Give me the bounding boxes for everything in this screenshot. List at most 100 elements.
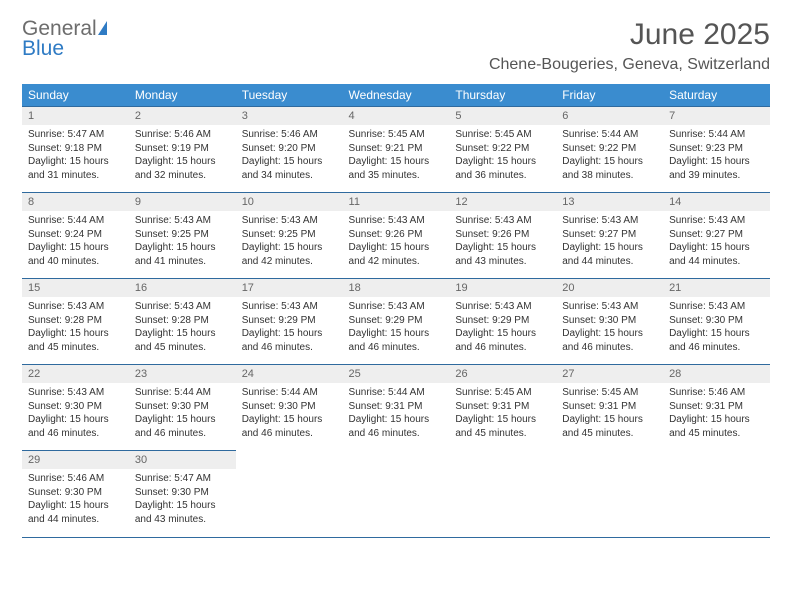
day-details: Sunrise: 5:43 AMSunset: 9:29 PMDaylight:… bbox=[343, 297, 450, 358]
day-details: Sunrise: 5:44 AMSunset: 9:30 PMDaylight:… bbox=[129, 383, 236, 444]
weekday-header: Sunday bbox=[22, 84, 129, 107]
sunrise-line: Sunrise: 5:43 AM bbox=[562, 215, 638, 226]
calendar-cell: 25Sunrise: 5:44 AMSunset: 9:31 PMDayligh… bbox=[343, 365, 450, 451]
day-details: Sunrise: 5:43 AMSunset: 9:30 PMDaylight:… bbox=[663, 297, 770, 358]
day-number: 13 bbox=[556, 193, 663, 211]
day-number: 9 bbox=[129, 193, 236, 211]
month-title: June 2025 bbox=[489, 18, 770, 52]
day-details: Sunrise: 5:43 AMSunset: 9:26 PMDaylight:… bbox=[343, 211, 450, 272]
sunset-line: Sunset: 9:18 PM bbox=[28, 143, 102, 154]
sunset-line: Sunset: 9:23 PM bbox=[669, 143, 743, 154]
day-details: Sunrise: 5:43 AMSunset: 9:26 PMDaylight:… bbox=[449, 211, 556, 272]
day-number: 4 bbox=[343, 107, 450, 125]
day-number: 7 bbox=[663, 107, 770, 125]
daylight-line: Daylight: 15 hours and 46 minutes. bbox=[242, 328, 323, 353]
daylight-line: Daylight: 15 hours and 31 minutes. bbox=[28, 156, 109, 181]
calendar-row: 15Sunrise: 5:43 AMSunset: 9:28 PMDayligh… bbox=[22, 279, 770, 365]
day-number: 1 bbox=[22, 107, 129, 125]
day-details: Sunrise: 5:45 AMSunset: 9:31 PMDaylight:… bbox=[556, 383, 663, 444]
sunrise-line: Sunrise: 5:43 AM bbox=[28, 387, 104, 398]
daylight-line: Daylight: 15 hours and 45 minutes. bbox=[28, 328, 109, 353]
calendar-cell: 30Sunrise: 5:47 AMSunset: 9:30 PMDayligh… bbox=[129, 451, 236, 537]
day-details: Sunrise: 5:44 AMSunset: 9:22 PMDaylight:… bbox=[556, 125, 663, 186]
day-number: 18 bbox=[343, 279, 450, 297]
day-details: Sunrise: 5:47 AM Sunset: 9:18 PM Daylight:… bbox=[22, 125, 129, 186]
calendar-cell: 15Sunrise: 5:43 AMSunset: 9:28 PMDayligh… bbox=[22, 279, 129, 365]
day-number: 16 bbox=[129, 279, 236, 297]
day-details: Sunrise: 5:43 AMSunset: 9:28 PMDaylight:… bbox=[129, 297, 236, 358]
calendar-cell: 2Sunrise: 5:46 AMSunset: 9:19 PMDaylight… bbox=[129, 107, 236, 193]
calendar-cell: 28Sunrise: 5:46 AMSunset: 9:31 PMDayligh… bbox=[663, 365, 770, 451]
weekday-header: Wednesday bbox=[343, 84, 450, 107]
day-details: Sunrise: 5:47 AMSunset: 9:30 PMDaylight:… bbox=[129, 469, 236, 530]
weekday-header-row: SundayMondayTuesdayWednesdayThursdayFrid… bbox=[22, 84, 770, 107]
daylight-line: Daylight: 15 hours and 44 minutes. bbox=[28, 500, 109, 525]
daylight-line: Daylight: 15 hours and 45 minutes. bbox=[669, 414, 750, 439]
daylight-line: Daylight: 15 hours and 38 minutes. bbox=[562, 156, 643, 181]
weekday-header: Saturday bbox=[663, 84, 770, 107]
day-details: Sunrise: 5:46 AMSunset: 9:20 PMDaylight:… bbox=[236, 125, 343, 186]
day-details: Sunrise: 5:46 AMSunset: 9:30 PMDaylight:… bbox=[22, 469, 129, 530]
day-number: 11 bbox=[343, 193, 450, 211]
calendar-body: 1 Sunrise: 5:47 AM Sunset: 9:18 PM Daylight… bbox=[22, 107, 770, 537]
day-number: 19 bbox=[449, 279, 556, 297]
sunset-line: Sunset: 9:30 PM bbox=[562, 315, 636, 326]
sunrise-line: Sunrise: 5:43 AM bbox=[135, 215, 211, 226]
sunset-line: Sunset: 9:30 PM bbox=[135, 401, 209, 412]
sunrise-line: Sunrise: 5:43 AM bbox=[669, 215, 745, 226]
day-details: Sunrise: 5:43 AMSunset: 9:30 PMDaylight:… bbox=[22, 383, 129, 444]
sunrise-line: Sunrise: 5:43 AM bbox=[242, 301, 318, 312]
day-number: 24 bbox=[236, 365, 343, 383]
day-details: Sunrise: 5:45 AMSunset: 9:31 PMDaylight:… bbox=[449, 383, 556, 444]
day-details: Sunrise: 5:45 AMSunset: 9:21 PMDaylight:… bbox=[343, 125, 450, 186]
day-details: Sunrise: 5:45 AMSunset: 9:22 PMDaylight:… bbox=[449, 125, 556, 186]
sunrise-line: Sunrise: 5:47 AM bbox=[28, 129, 104, 140]
calendar-cell: 19Sunrise: 5:43 AMSunset: 9:29 PMDayligh… bbox=[449, 279, 556, 365]
daylight-line: Daylight: 15 hours and 46 minutes. bbox=[28, 414, 109, 439]
day-details: Sunrise: 5:43 AMSunset: 9:29 PMDaylight:… bbox=[449, 297, 556, 358]
calendar-cell: 24Sunrise: 5:44 AMSunset: 9:30 PMDayligh… bbox=[236, 365, 343, 451]
daylight-line: Daylight: 15 hours and 44 minutes. bbox=[562, 242, 643, 267]
day-number: 21 bbox=[663, 279, 770, 297]
weekday-header: Friday bbox=[556, 84, 663, 107]
logo-arrow-icon bbox=[98, 21, 107, 35]
daylight-line: Daylight: 15 hours and 39 minutes. bbox=[669, 156, 750, 181]
day-number: 23 bbox=[129, 365, 236, 383]
day-details: Sunrise: 5:46 AMSunset: 9:31 PMDaylight:… bbox=[663, 383, 770, 444]
sunrise-line: Sunrise: 5:44 AM bbox=[135, 387, 211, 398]
calendar-cell: 10Sunrise: 5:43 AMSunset: 9:25 PMDayligh… bbox=[236, 193, 343, 279]
sunset-line: Sunset: 9:30 PM bbox=[135, 487, 209, 498]
day-details: Sunrise: 5:43 AM Sunset: 9:29 PM Daylight:… bbox=[236, 297, 343, 358]
sunrise-line: Sunrise: 5:43 AM bbox=[455, 215, 531, 226]
calendar-cell bbox=[449, 451, 556, 537]
sunset-line: Sunset: 9:29 PM bbox=[455, 315, 529, 326]
daylight-line: Daylight: 15 hours and 36 minutes. bbox=[455, 156, 536, 181]
calendar-cell: 11Sunrise: 5:43 AMSunset: 9:26 PMDayligh… bbox=[343, 193, 450, 279]
title-block: June 2025 Chene-Bougeries, Geneva, Switz… bbox=[489, 18, 770, 74]
sunset-line: Sunset: 9:31 PM bbox=[455, 401, 529, 412]
logo-text-blue: Blue bbox=[22, 38, 107, 59]
day-number: 2 bbox=[129, 107, 236, 125]
sunrise-line: Sunrise: 5:46 AM bbox=[242, 129, 318, 140]
daylight-line: Daylight: 15 hours and 45 minutes. bbox=[455, 414, 536, 439]
sunset-line: Sunset: 9:28 PM bbox=[28, 315, 102, 326]
calendar-cell: 20Sunrise: 5:43 AMSunset: 9:30 PMDayligh… bbox=[556, 279, 663, 365]
sunset-line: Sunset: 9:29 PM bbox=[242, 315, 316, 326]
calendar-cell: 12Sunrise: 5:43 AMSunset: 9:26 PMDayligh… bbox=[449, 193, 556, 279]
day-number: 12 bbox=[449, 193, 556, 211]
sunset-line: Sunset: 9:25 PM bbox=[242, 229, 316, 240]
day-number: 20 bbox=[556, 279, 663, 297]
day-details: Sunrise: 5:44 AMSunset: 9:30 PMDaylight:… bbox=[236, 383, 343, 444]
day-details: Sunrise: 5:44 AMSunset: 9:31 PMDaylight:… bbox=[343, 383, 450, 444]
sunset-line: Sunset: 9:28 PM bbox=[135, 315, 209, 326]
daylight-line: Daylight: 15 hours and 41 minutes. bbox=[135, 242, 216, 267]
calendar-cell: 26Sunrise: 5:45 AMSunset: 9:31 PMDayligh… bbox=[449, 365, 556, 451]
daylight-line: Daylight: 15 hours and 43 minutes. bbox=[135, 500, 216, 525]
weekday-header: Tuesday bbox=[236, 84, 343, 107]
calendar-cell: 7Sunrise: 5:44 AMSunset: 9:23 PMDaylight… bbox=[663, 107, 770, 193]
calendar-cell: 8Sunrise: 5:44 AMSunset: 9:24 PMDaylight… bbox=[22, 193, 129, 279]
calendar-cell: 16Sunrise: 5:43 AMSunset: 9:28 PMDayligh… bbox=[129, 279, 236, 365]
logo: General Blue bbox=[22, 18, 107, 59]
sunrise-line: Sunrise: 5:45 AM bbox=[349, 129, 425, 140]
calendar-cell: 29Sunrise: 5:46 AMSunset: 9:30 PMDayligh… bbox=[22, 451, 129, 537]
